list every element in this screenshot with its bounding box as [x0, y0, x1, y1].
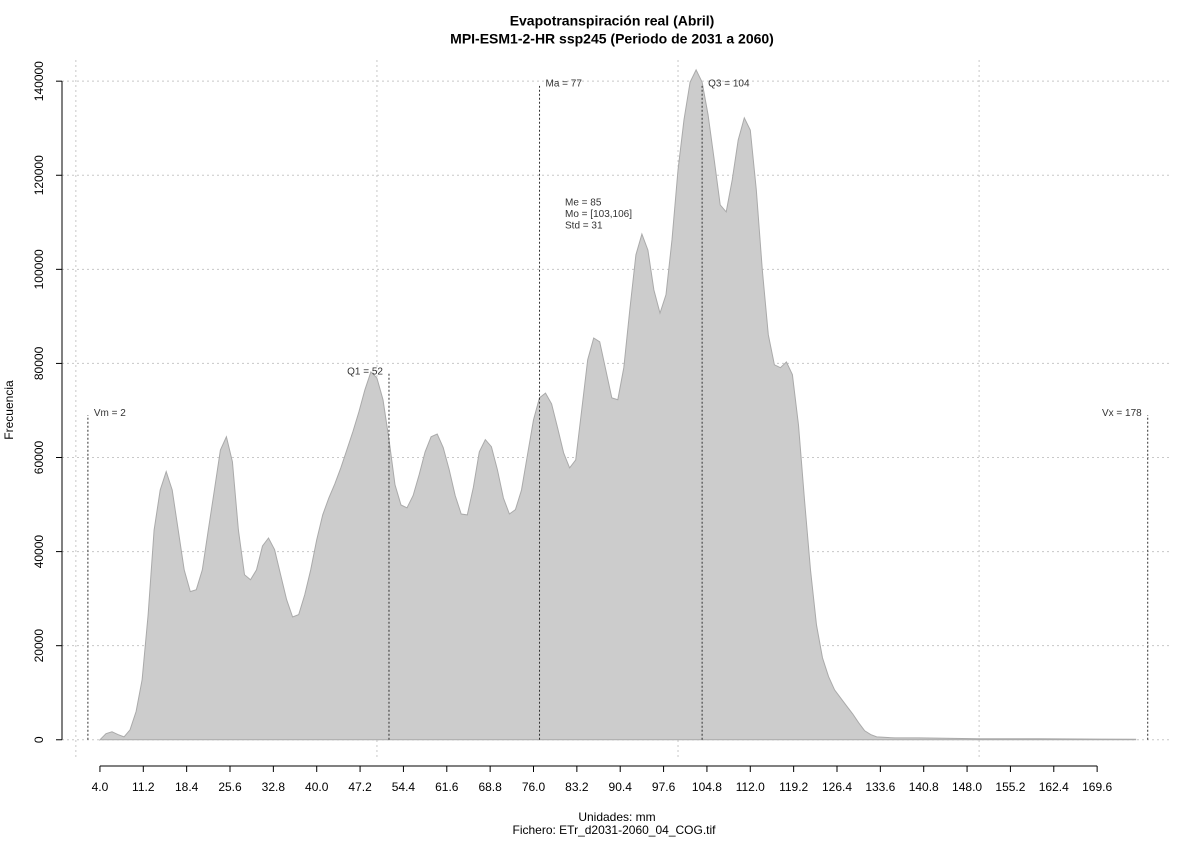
caption: Fichero: ETr_d2031-2060_04_COG.tif — [513, 823, 717, 837]
x-tick-label: 54.4 — [392, 780, 416, 794]
y-tick-label: 60000 — [32, 441, 46, 475]
x-tick-label: 119.2 — [779, 780, 808, 794]
y-tick-label: 100000 — [32, 249, 46, 289]
x-tick-label: 40.0 — [305, 780, 329, 794]
x-tick-label: 83.2 — [565, 780, 589, 794]
y-tick-label: 80000 — [32, 346, 46, 380]
x-tick-label: 169.6 — [1082, 780, 1112, 794]
area — [99, 68, 1137, 742]
x-tick-label: 4.0 — [92, 780, 109, 794]
x-tick-label: 11.2 — [132, 780, 155, 794]
y-tick-label: 40000 — [32, 535, 46, 569]
x-tick-label: 97.6 — [652, 780, 676, 794]
x-tick-label: 25.6 — [218, 780, 242, 794]
marker-label: Ma = 77 — [546, 79, 583, 90]
y-axis-label: Frecuencia — [2, 380, 16, 440]
x-tick-label: 126.4 — [822, 780, 852, 794]
x-tick-label: 61.6 — [435, 780, 459, 794]
marker-label: Q1 = 52 — [347, 366, 383, 377]
x-tick-label: 18.4 — [175, 780, 199, 794]
x-tick-label: 76.0 — [522, 780, 546, 794]
x-tick-label: 133.6 — [865, 780, 895, 794]
y-tick-label: 20000 — [32, 629, 46, 663]
y-tick-label: 140000 — [32, 61, 46, 101]
x-tick-label: 32.8 — [262, 780, 286, 794]
y-tick-label: 120000 — [32, 155, 46, 195]
x-tick-label: 148.0 — [952, 780, 982, 794]
x-tick-label: 162.4 — [1039, 780, 1069, 794]
x-tick-label: 104.8 — [692, 780, 722, 794]
x-tick-label: 112.0 — [736, 780, 765, 794]
stats-label: Std = 31 — [565, 221, 603, 232]
x-axis-label: Unidades: mm — [578, 810, 655, 824]
y-tick-label: 0 — [32, 736, 46, 743]
chart-subtitle: MPI-ESM1-2-HR ssp245 (Periodo de 2031 a … — [450, 31, 774, 47]
marker-label: Vx = 178 — [1102, 408, 1142, 419]
x-tick-label: 90.4 — [609, 780, 633, 794]
x-tick-label: 155.2 — [995, 780, 1025, 794]
stats-label: Me = 85 — [565, 198, 602, 209]
marker-label: Q3 = 104 — [708, 79, 750, 90]
x-tick-label: 47.2 — [348, 780, 372, 794]
chart-title: Evapotranspiración real (Abril) — [510, 13, 715, 29]
x-tick-label: 68.8 — [478, 780, 502, 794]
x-tick-label: 140.8 — [909, 780, 939, 794]
stats-label: Mo = [103,106] — [565, 209, 632, 220]
marker-label: Vm = 2 — [94, 408, 126, 419]
